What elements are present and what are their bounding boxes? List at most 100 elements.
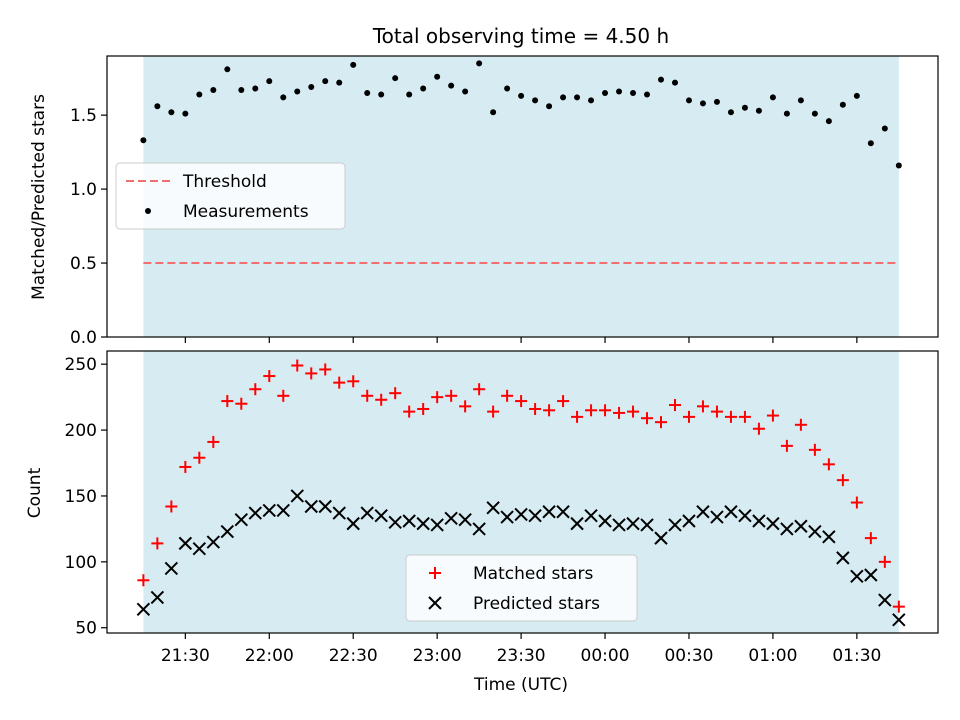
predicted-star-point	[794, 519, 808, 533]
measurement-point	[853, 92, 860, 99]
matched-star-point	[249, 383, 262, 396]
x-tick-label: 23:00	[413, 646, 462, 666]
measurement-point	[308, 84, 315, 91]
matched-star-point	[892, 600, 905, 613]
predicted-star-point	[542, 505, 556, 519]
measurement-point	[811, 110, 818, 117]
predicted-star-point	[486, 501, 500, 515]
x-axis-label: Time (UTC)	[473, 675, 568, 695]
measurement-point	[378, 91, 385, 98]
matched-star-point	[822, 458, 835, 471]
measurement-point	[741, 104, 748, 111]
predicted-star-point	[234, 512, 249, 527]
matched-star-point	[627, 405, 640, 418]
measurement-point	[448, 82, 455, 89]
bottom-y-tick-label: 50	[75, 619, 97, 639]
predicted-star-point	[668, 518, 682, 532]
predicted-star-point	[892, 613, 906, 627]
matched-star-point	[459, 400, 472, 413]
matched-star-point	[361, 389, 374, 402]
legend-threshold-label: Threshold	[182, 172, 267, 192]
measurement-point	[546, 103, 553, 110]
predicted-star-point	[864, 568, 878, 582]
bottom-count-points	[136, 359, 906, 627]
predicted-star-point	[584, 509, 598, 523]
predicted-star-point	[878, 593, 892, 607]
top-x-ticks	[184, 337, 858, 343]
top-y-tick-label: 0.0	[70, 328, 97, 348]
measurement-point	[630, 89, 637, 96]
x-tick-label: 22:00	[245, 646, 294, 666]
x-tick-label: 00:30	[664, 646, 713, 666]
predicted-star-point	[346, 516, 360, 531]
predicted-star-point	[192, 541, 207, 556]
bottom-y-tick-label: 200	[65, 421, 97, 441]
predicted-star-point	[206, 535, 221, 549]
predicted-star-point	[248, 506, 263, 520]
top-legend: Threshold Measurements	[115, 162, 346, 230]
predicted-star-point	[626, 516, 640, 531]
matched-star-point	[864, 532, 877, 545]
matched-star-point	[878, 555, 891, 568]
matched-star-point	[710, 405, 723, 418]
measurement-point	[490, 109, 497, 116]
matched-star-point	[277, 389, 290, 402]
measurement-point	[518, 92, 525, 99]
top-y-ticks: 0.0 0.5 1.0 1.5	[70, 106, 107, 348]
measurement-point	[266, 78, 273, 85]
predicted-star-point	[500, 510, 514, 524]
predicted-star-point	[738, 509, 752, 523]
bottom-plot-frame	[106, 350, 939, 634]
measurement-point	[350, 61, 357, 68]
x-tick-label: 01:00	[748, 646, 797, 666]
predicted-star-point	[164, 561, 179, 576]
measurement-point	[364, 89, 371, 96]
predicted-star-point	[724, 505, 738, 519]
matched-star-point	[207, 435, 220, 448]
chart-title: Total observing time = 4.50 h	[372, 24, 669, 48]
bottom-y-tick-label: 150	[65, 487, 97, 507]
measurement-point	[560, 94, 567, 101]
predicted-star-point	[276, 503, 290, 518]
measurement-point	[644, 91, 651, 98]
measurement-point	[867, 140, 874, 147]
predicted-star-point	[780, 522, 794, 536]
matched-star-point	[780, 439, 793, 452]
predicted-star-point	[178, 536, 193, 551]
measurement-point	[588, 97, 595, 104]
predicted-star-point	[332, 506, 346, 520]
measurement-point	[685, 97, 692, 104]
measurement-point	[140, 137, 147, 144]
predicted-star-point	[710, 510, 724, 524]
measurement-point	[420, 85, 427, 92]
matched-star-point	[571, 410, 584, 423]
measurement-point	[727, 109, 734, 116]
measurement-point	[336, 79, 343, 86]
matched-star-point	[179, 460, 192, 473]
matched-star-point	[487, 405, 500, 418]
measurement-point	[769, 94, 776, 101]
top-legend-box	[115, 162, 346, 230]
matched-star-point	[375, 393, 388, 406]
predicted-star-point	[262, 503, 276, 518]
measurement-point	[434, 73, 441, 80]
measurement-point	[476, 60, 483, 67]
legend-measurements-label: Measurements	[183, 202, 309, 222]
measurement-point	[755, 107, 762, 114]
x-tick-label: 21:30	[161, 646, 210, 666]
bottom-y-ticks: 50 100 150 200 250	[65, 355, 107, 639]
matched-star-point	[263, 370, 276, 383]
matched-star-point	[445, 389, 458, 402]
top-y-tick-label: 0.5	[70, 254, 97, 274]
predicted-star-point	[808, 524, 822, 539]
measurement-point	[224, 66, 231, 73]
bottom-x-ticks: 21:30 22:00 22:30 23:00 23:30 00:00 00:30 01:00…	[161, 633, 881, 666]
measurement-point	[602, 89, 609, 96]
matched-star-point	[557, 395, 570, 408]
predicted-star-point	[304, 499, 318, 514]
bottom-panel: 50 100 150 200 250 21:30 22:00 22:30 23:00 23:30…	[25, 350, 939, 695]
matched-star-point	[473, 383, 486, 396]
predicted-star-point	[682, 514, 696, 528]
measurement-point	[532, 97, 539, 104]
